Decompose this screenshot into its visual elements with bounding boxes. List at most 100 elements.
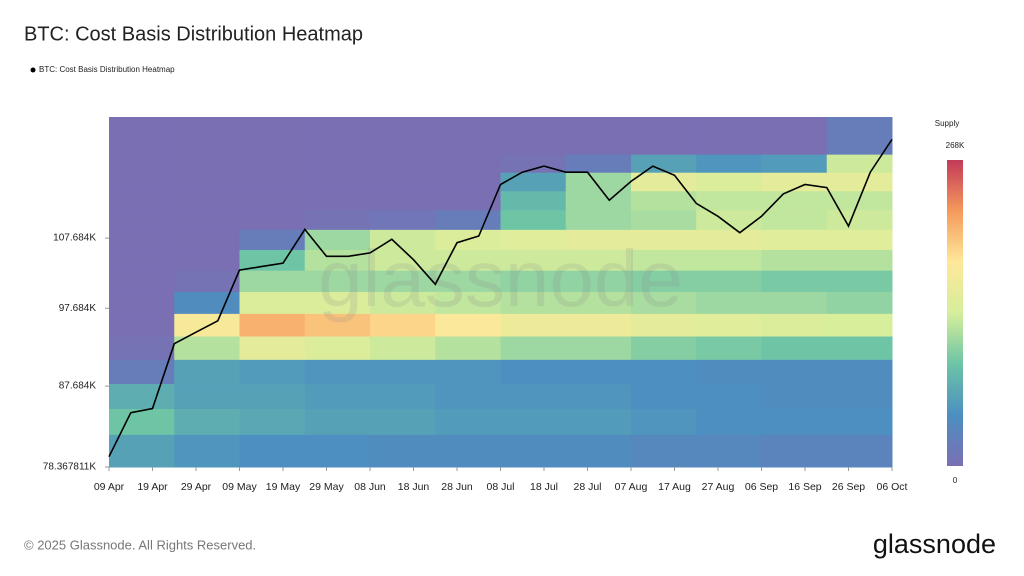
heatmap-cell: [304, 335, 371, 360]
heatmap-cell: [370, 313, 436, 337]
heatmap-cell: [565, 383, 632, 409]
heatmap-cell: [109, 209, 175, 230]
heatmap-cell: [500, 190, 567, 211]
heatmap-cell: [370, 359, 436, 385]
heatmap-cell: [696, 383, 762, 409]
heatmap-cell: [826, 383, 893, 409]
heatmap-cell: [826, 270, 893, 292]
heatmap-cell: [304, 434, 371, 468]
heatmap-cell: [239, 209, 306, 230]
heatmap-cell: [435, 172, 501, 192]
chart-title: BTC: Cost Basis Distribution Heatmap: [24, 23, 363, 45]
heatmap-cell: [696, 209, 762, 230]
x-tick-label: 08 Jun: [354, 481, 386, 493]
heatmap-cell: [631, 408, 697, 435]
legend-dot: [30, 67, 36, 73]
heatmap-cell: [500, 383, 567, 409]
heatmap-cell: [174, 359, 240, 385]
heatmap-cell: [565, 359, 632, 385]
heatmap-cell: [565, 154, 632, 173]
heatmap-cell: [631, 434, 697, 468]
heatmap-cell: [696, 190, 762, 211]
heatmap-cell: [370, 335, 436, 360]
heatmap-cell: [696, 229, 762, 250]
y-tick-label: 78.367811K: [43, 462, 97, 473]
heatmap-cell: [435, 209, 501, 230]
heatmap-cell: [631, 359, 697, 385]
colorbar: [947, 160, 963, 466]
heatmap-cell: [304, 190, 371, 211]
heatmap-cell: [239, 383, 306, 409]
heatmap-cell: [500, 434, 567, 468]
heatmap-cell: [826, 229, 893, 250]
heatmap-cell: [304, 359, 371, 385]
heatmap-cell: [109, 270, 175, 292]
heatmap-cell: [370, 270, 436, 292]
brand-logo: glassnode: [873, 529, 996, 559]
colorbar-label: 0: [953, 476, 958, 485]
x-tick-label: 06 Sep: [745, 481, 778, 493]
heatmap-cell: [435, 117, 501, 155]
heatmap-cell: [500, 270, 567, 292]
heatmap-cell: [565, 209, 632, 230]
heatmap-cell: [696, 117, 762, 155]
heatmap-cell: [696, 335, 762, 360]
heatmap-cell: [109, 434, 175, 468]
heatmap-cell: [239, 434, 306, 468]
heatmap-cell: [761, 291, 828, 314]
heatmap-cell: [174, 172, 240, 192]
heatmap-cell: [631, 313, 697, 337]
heatmap-cell: [109, 359, 175, 385]
heatmap-cell: [239, 172, 306, 192]
heatmap-cell: [500, 291, 567, 314]
heatmap-cell: [696, 249, 762, 271]
y-tick-label: 107.684K: [53, 233, 96, 244]
heatmap-cell: [435, 291, 501, 314]
heatmap-cell: [565, 190, 632, 211]
heatmap-cell: [109, 313, 175, 337]
heatmap-cell: [239, 359, 306, 385]
heatmap-cell: [109, 172, 175, 192]
y-tick-label: 97.684K: [59, 303, 97, 314]
heatmap-cell: [761, 383, 828, 409]
heatmap-cell: [631, 209, 697, 230]
heatmap-cell: [304, 383, 371, 409]
heatmap-cell: [370, 172, 436, 192]
heatmap-cell: [435, 249, 501, 271]
heatmap-cell: [435, 359, 501, 385]
heatmap-cell: [435, 408, 501, 435]
heatmap-cell: [696, 434, 762, 468]
heatmap-cell: [631, 249, 697, 271]
heatmap-cell: [826, 291, 893, 314]
heatmap-cell: [631, 154, 697, 173]
heatmap-cell: [370, 408, 436, 435]
x-tick-label: 28 Jul: [573, 481, 601, 493]
heatmap-cell: [435, 270, 501, 292]
heatmap-cell: [761, 229, 828, 250]
x-tick-label: 08 Jul: [486, 481, 514, 493]
heatmap-cell: [174, 383, 240, 409]
heatmap-cell: [565, 434, 632, 468]
heatmap-cell: [500, 313, 567, 337]
heatmap-cell: [696, 408, 762, 435]
x-tick-label: 27 Aug: [702, 481, 735, 493]
heatmap-cell: [696, 172, 762, 192]
heatmap-cell: [239, 190, 306, 211]
colorbar-label: 268K: [946, 141, 965, 150]
heatmap-cell: [761, 313, 828, 337]
heatmap-cell: [500, 172, 567, 192]
heatmap-cell: [239, 291, 306, 314]
heatmap-cell: [109, 383, 175, 409]
x-tick-label: 16 Sep: [788, 481, 821, 493]
legend-label: BTC: Cost Basis Distribution Heatmap: [39, 65, 175, 74]
heatmap-cell: [761, 209, 828, 230]
x-tick-label: 07 Aug: [615, 481, 648, 493]
heatmap-cell: [761, 408, 828, 435]
x-tick-label: 09 Apr: [94, 481, 125, 493]
heatmap-cell: [174, 291, 240, 314]
heatmap-cell: [435, 190, 501, 211]
heatmap-cell: [370, 154, 436, 173]
heatmap-cell: [174, 408, 240, 435]
heatmap-cell: [500, 229, 567, 250]
heatmap-cell: [826, 434, 893, 468]
